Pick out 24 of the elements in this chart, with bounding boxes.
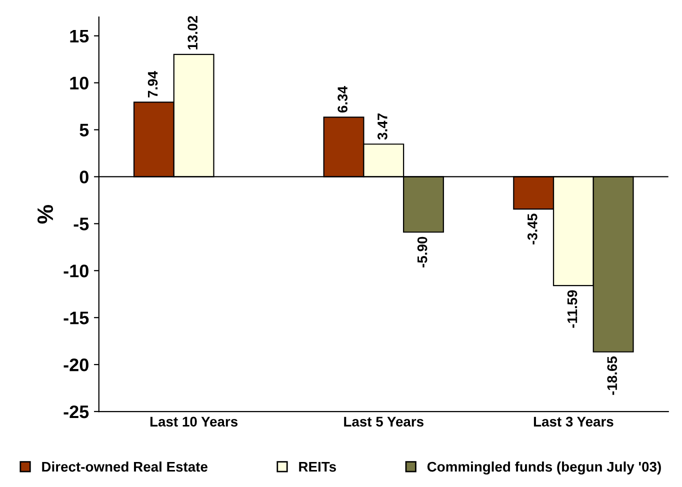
y-tick-label: -20: [64, 358, 88, 372]
legend-label: Direct-owned Real Estate: [42, 461, 208, 472]
text: 7.94: [148, 71, 158, 98]
legend-label: Commingled funds (begun July '03): [427, 461, 661, 474]
y-tick-label: 10: [70, 76, 88, 90]
legend-label: REITs: [299, 462, 336, 472]
x-tick-label: Last 10 Years: [150, 416, 238, 427]
text: 6.34: [338, 86, 348, 112]
y-tick-label: -15: [64, 312, 89, 324]
y-tick-label: -10: [64, 264, 88, 278]
y-tick-label: 5: [80, 124, 89, 136]
y-tick-label: 15: [70, 30, 89, 43]
y-tick-label: -25: [64, 405, 89, 418]
text: -11.59: [567, 290, 578, 328]
text: -3.45: [527, 214, 538, 244]
y-tick-label: 0: [80, 170, 88, 184]
y-tick-label: -5: [74, 218, 89, 230]
text: 13.02: [188, 16, 198, 50]
text: 3.47: [378, 114, 388, 140]
text: -18.65: [607, 356, 618, 395]
x-tick-label: Last 5 Years: [344, 416, 424, 427]
text: -5.90: [417, 236, 428, 268]
x-tick-label: Last 3 Years: [534, 416, 614, 427]
y-axis-title: %: [37, 204, 54, 224]
